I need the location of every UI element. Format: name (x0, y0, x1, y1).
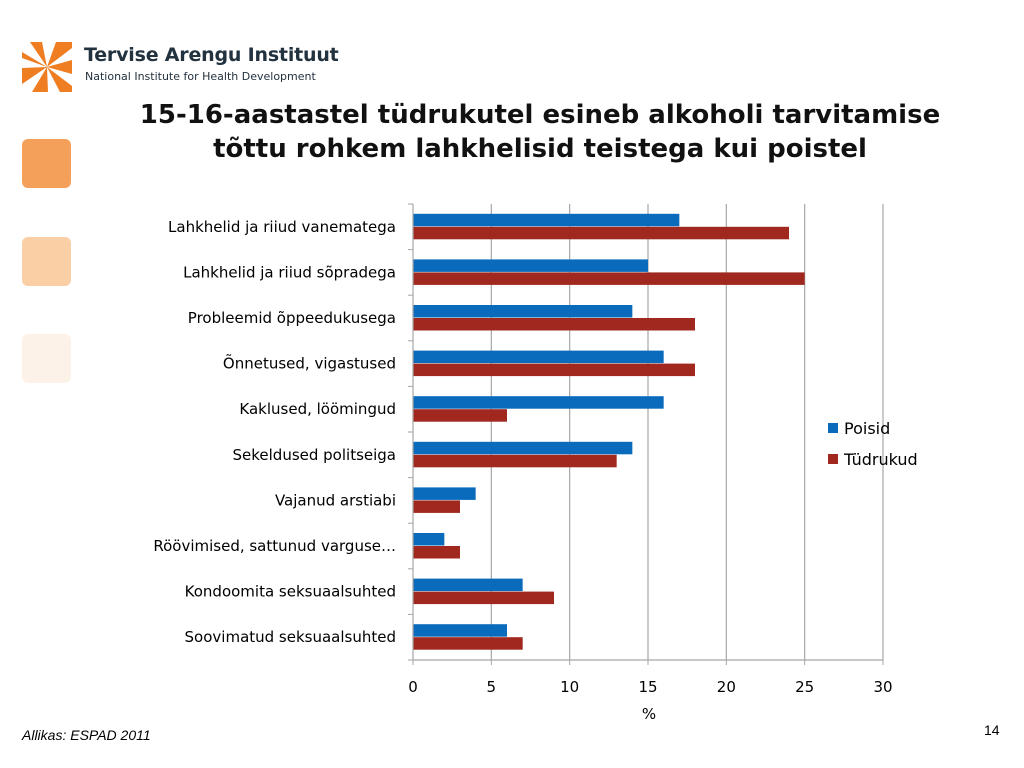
logo-subtitle: National Institute for Health Developmen… (85, 70, 316, 83)
x-tick-label: 0 (408, 678, 418, 696)
legend-swatch (828, 423, 838, 433)
bar-tudrukud (413, 409, 507, 422)
category-label: Lahkhelid ja riiud vanematega (168, 218, 396, 236)
bar-tudrukud (413, 363, 695, 377)
category-label: Lahkhelid ja riiud sõpradega (183, 263, 396, 281)
bar-poisid (413, 533, 445, 546)
slide-title-line: tõttu rohkem lahkhelisid teistega kui po… (213, 134, 867, 164)
category-label: Röövimised, sattunud varguse… (153, 537, 396, 555)
category-label: Soovimatud seksuaalsuhted (185, 628, 396, 646)
bar-poisid (413, 441, 633, 455)
logo-name: Tervise Arengu Instituut (84, 44, 339, 66)
bars (413, 213, 805, 650)
x-tick-label: 15 (638, 678, 657, 696)
slide-title-line: 15-16-aastastel tüdrukutel esineb alkoho… (139, 100, 941, 130)
x-tick-label: 5 (487, 678, 497, 696)
bar-poisid (413, 396, 664, 409)
category-label: Probleemid õppeedukusega (188, 309, 396, 327)
page-number: 14 (984, 722, 1000, 738)
decorative-square (22, 334, 71, 383)
bar-poisid (413, 305, 633, 318)
x-axis-label: % (642, 705, 656, 723)
x-tick-label: 20 (717, 678, 736, 696)
source-note: Allikas: ESPAD 2011 (22, 727, 151, 743)
bar-tudrukud (413, 226, 789, 240)
category-label: Sekeldused politseiga (233, 446, 397, 464)
bar-tudrukud (413, 591, 554, 605)
axes (408, 203, 884, 665)
bar-tudrukud (413, 272, 805, 285)
x-tick-label: 30 (873, 678, 892, 696)
slide-title: 15-16-aastastel tüdrukutel esineb alkoho… (110, 98, 970, 166)
x-tick-label: 25 (795, 678, 814, 696)
category-label: Kondoomita seksuaalsuhted (185, 583, 396, 601)
category-label: Kaklused, löömingud (239, 400, 396, 418)
category-labels: Lahkhelid ja riiud vanematega Lahkhelid j… (153, 218, 396, 646)
bar-poisid (413, 350, 664, 364)
logo: Tervise Arengu Instituut National Instit… (20, 40, 339, 92)
legend-label: Poisid (844, 419, 890, 438)
decorative-square (22, 139, 71, 188)
x-tick-label: 10 (560, 678, 579, 696)
bar-tudrukud (413, 500, 460, 513)
bar-tudrukud (413, 637, 523, 650)
bar-poisid (413, 213, 680, 227)
category-label: Õnnetused, vigastused (223, 354, 396, 373)
bar-tudrukud (413, 546, 460, 559)
legend-swatch (828, 454, 838, 464)
x-tick-labels: 0 5 10 15 20 25 30 (408, 678, 892, 696)
bar-tudrukud (413, 454, 617, 468)
decorative-square (22, 237, 71, 286)
bar-poisid (413, 624, 507, 637)
category-label: Vajanud arstiabi (275, 491, 396, 509)
bar-poisid (413, 487, 476, 500)
bar-tudrukud (413, 318, 695, 331)
legend-label: Tüdrukud (843, 450, 918, 469)
legend: Poisid Tüdrukud (828, 419, 918, 469)
bar-poisid (413, 578, 523, 592)
logo-icon (22, 42, 72, 92)
bar-poisid (413, 259, 648, 272)
